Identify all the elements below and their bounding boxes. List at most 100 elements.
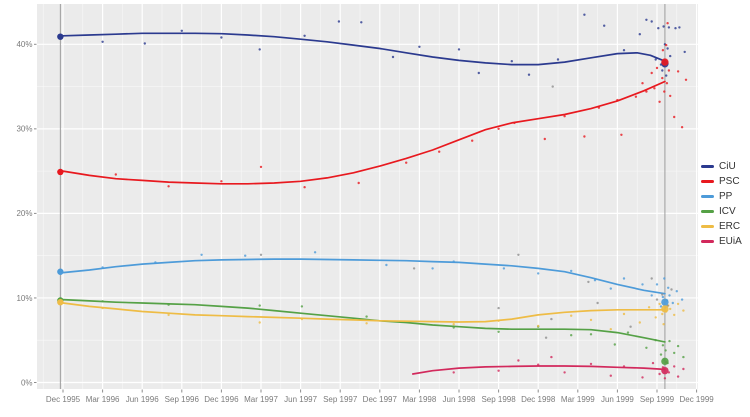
poll-point-erc (258, 321, 261, 324)
poll-point-icv (589, 333, 593, 336)
poll-point-ciu (101, 40, 104, 43)
election-result-dots (57, 33, 669, 375)
poll-point-psc (667, 69, 671, 72)
poll-point-ciu (662, 25, 665, 28)
x-tick-label: Dec 1996 (204, 395, 239, 404)
y-tick-label: 0% (21, 378, 33, 387)
poll-point-ciu (661, 69, 664, 72)
result-1995-dot-psc (57, 168, 64, 176)
poll-point-erc (673, 313, 676, 317)
poll-point-psc (665, 43, 668, 47)
poll-point-psc (303, 186, 306, 189)
y-tick-label: 20% (16, 209, 32, 218)
poll-point-ciu (510, 60, 513, 63)
result-1999-dot-erc (661, 305, 669, 313)
gridlines-major (37, 4, 698, 389)
x-tick-label: Jun 1996 (126, 395, 159, 404)
legend-item-pp: PP (701, 189, 742, 204)
poll-point-ciu (622, 49, 626, 52)
poll-point-icv (497, 330, 500, 333)
legend-item-psc: PSC (701, 174, 742, 189)
x-tick-label: Dec 1999 (679, 395, 714, 404)
poll-point-erc (622, 312, 626, 316)
poll-point-psc (666, 22, 669, 25)
poll-point-psc (405, 161, 408, 164)
poll-point-pp (661, 295, 665, 299)
poll-point-psc (663, 90, 666, 93)
trend-lines (62, 32, 666, 375)
poll-point-ciu (143, 42, 146, 45)
poll-point-erc (669, 307, 672, 311)
poll-point-euia (651, 361, 655, 365)
poll-point-psc (438, 150, 441, 153)
poll-point-psc (661, 49, 665, 52)
poll-point-pp (244, 254, 247, 257)
poll-point-icv (613, 343, 616, 346)
poll-point-ciu (667, 26, 671, 29)
poll-point-ciu (665, 74, 668, 77)
poll-point-gray (551, 85, 554, 88)
poll-point-ciu (683, 50, 686, 54)
poll-point-psc (669, 94, 672, 98)
poll-point-erc (537, 324, 540, 328)
poll-point-euia (622, 365, 626, 368)
poll-point-pp (609, 287, 612, 290)
poll-point-psc (620, 133, 623, 136)
poll-point-psc (616, 98, 619, 102)
poll-point-pp (671, 301, 674, 305)
poll-point-pp (650, 294, 653, 297)
poll-point-pp (675, 290, 678, 293)
poll-point-ciu (418, 45, 421, 48)
poll-point-euia (658, 372, 661, 376)
legend-label-pp: PP (719, 191, 733, 202)
poll-point-gray (550, 317, 553, 321)
poll-point-ciu (180, 29, 183, 32)
poll-point-ciu (477, 71, 480, 75)
poll-point-euia (641, 376, 644, 379)
poll-point-gray (650, 277, 653, 280)
poll-point-erc (497, 319, 500, 322)
poll-point-gray (517, 253, 520, 256)
poll-point-ciu (654, 58, 657, 61)
poll-point-gray (670, 288, 673, 291)
trend-line-ciu (62, 32, 666, 66)
y-tick-label: 10% (16, 294, 32, 303)
poll-point-pp (593, 279, 597, 282)
x-tick-label: Dec 1998 (521, 395, 556, 404)
poll-point-ciu (220, 36, 223, 39)
x-tick-label: Jun 1999 (601, 395, 634, 404)
poll-point-icv (668, 339, 671, 343)
poll-point-psc (543, 137, 546, 141)
poll-point-euia (452, 371, 455, 374)
poll-point-pp (200, 253, 203, 256)
poll-point-erc (661, 312, 664, 316)
poll-point-erc (101, 306, 104, 310)
legend-key-icv-line (701, 210, 714, 213)
poll-point-pp (663, 277, 666, 280)
poll-point-gray (544, 336, 548, 339)
poll-point-euia (589, 362, 593, 366)
poll-point-ciu (674, 27, 677, 30)
poll-point-icv (661, 344, 665, 347)
poll-point-pp (154, 261, 157, 264)
poll-point-icv (570, 334, 573, 337)
legend-key-erc-line (701, 225, 714, 228)
poll-point-pp (622, 277, 626, 280)
poll-point-psc (497, 127, 500, 130)
poll-point-erc (638, 321, 641, 324)
poll-point-erc (682, 309, 685, 312)
poll-point-pp (667, 286, 670, 289)
poll-point-psc (563, 115, 566, 118)
poll-point-ciu (678, 26, 681, 29)
poll-point-erc (570, 314, 573, 317)
trend-line-euia (411, 365, 666, 375)
result-1995-dot-erc (57, 298, 64, 306)
poll-point-icv (300, 305, 304, 308)
poll-point-pp (537, 272, 540, 275)
poll-point-erc (300, 317, 304, 321)
x-tick-label: Mar 1996 (86, 395, 120, 404)
poll-point-gray (587, 280, 590, 284)
poll-point-psc (676, 70, 680, 73)
x-tick-label: Dec 1995 (46, 395, 81, 404)
poll-point-ciu (391, 55, 395, 59)
